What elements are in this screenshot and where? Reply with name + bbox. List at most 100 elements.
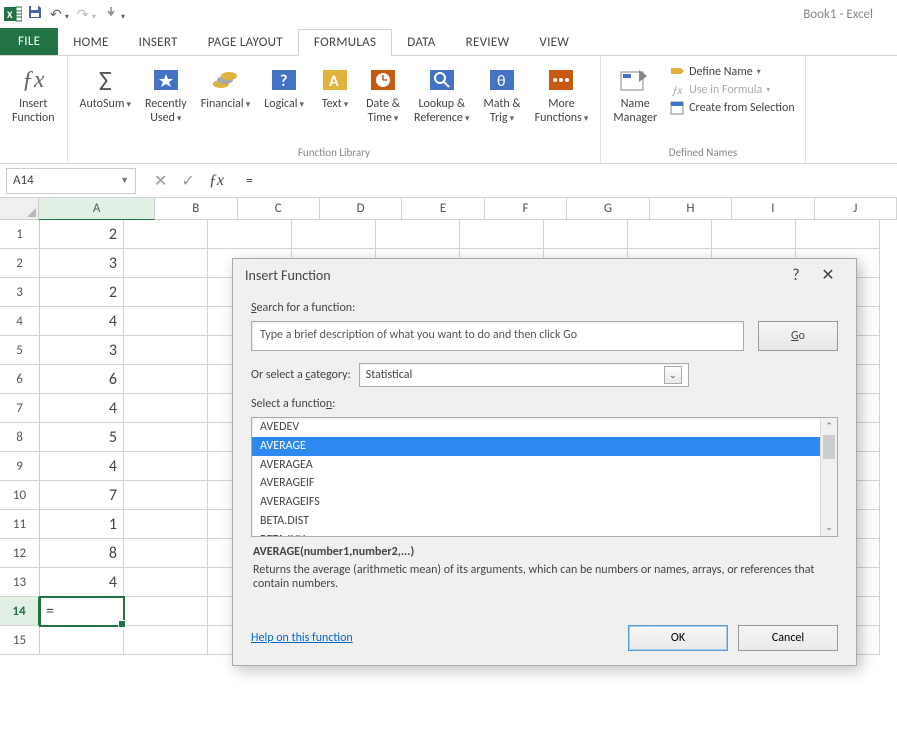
formula-input[interactable]: =: [238, 172, 897, 189]
cell[interactable]: [124, 510, 208, 539]
function-list-item[interactable]: AVERAGEIFS: [252, 493, 837, 512]
column-header[interactable]: F: [485, 198, 567, 220]
cell[interactable]: [124, 539, 208, 568]
cell[interactable]: [124, 423, 208, 452]
row-header[interactable]: 1: [0, 220, 40, 249]
function-list-item[interactable]: AVERAGE: [252, 437, 837, 456]
cell[interactable]: [712, 220, 796, 249]
function-list-item[interactable]: BETA.INV: [252, 531, 837, 537]
column-header[interactable]: J: [815, 198, 897, 220]
cell[interactable]: 4: [40, 307, 124, 336]
insert-function-button[interactable]: ƒx Insert Function: [6, 60, 61, 144]
row-header[interactable]: 8: [0, 423, 40, 452]
column-header[interactable]: D: [320, 198, 402, 220]
tab-file[interactable]: FILE: [0, 28, 58, 55]
row-header[interactable]: 6: [0, 365, 40, 394]
scroll-thumb[interactable]: [823, 435, 835, 459]
cell[interactable]: 5: [40, 423, 124, 452]
tab-review[interactable]: REVIEW: [451, 30, 525, 55]
scrollbar[interactable]: ⌃ ⌄: [820, 418, 837, 536]
row-header[interactable]: 5: [0, 336, 40, 365]
cell[interactable]: [124, 597, 208, 626]
row-header[interactable]: 10: [0, 481, 40, 510]
math-trig-button[interactable]: θ Math & Trig: [477, 60, 526, 144]
row-header[interactable]: 3: [0, 278, 40, 307]
function-list-item[interactable]: AVERAGEA: [252, 456, 837, 475]
row-header[interactable]: 9: [0, 452, 40, 481]
cell[interactable]: [124, 365, 208, 394]
column-header[interactable]: I: [732, 198, 814, 220]
help-link[interactable]: Help on this function: [251, 631, 353, 645]
cell[interactable]: [124, 394, 208, 423]
redo-icon[interactable]: ↷ ▾: [77, 6, 96, 23]
lookup-reference-button[interactable]: Lookup & Reference: [408, 60, 475, 144]
function-list-item[interactable]: AVERAGEIF: [252, 474, 837, 493]
column-header[interactable]: E: [402, 198, 484, 220]
search-input[interactable]: Type a brief description of what you wan…: [251, 321, 744, 351]
autosum-button[interactable]: Σ AutoSum: [74, 60, 137, 144]
chevron-down-icon[interactable]: ⌄: [664, 366, 682, 384]
define-name-button[interactable]: Define Name ▾: [669, 64, 795, 80]
cell[interactable]: =: [40, 597, 124, 626]
function-list-item[interactable]: BETA.DIST: [252, 512, 837, 531]
cell[interactable]: [124, 626, 208, 655]
cell[interactable]: 4: [40, 568, 124, 597]
help-icon[interactable]: ?: [780, 266, 812, 285]
recently-used-button[interactable]: Recently Used: [139, 60, 193, 144]
cell[interactable]: [292, 220, 376, 249]
column-header[interactable]: A: [39, 198, 155, 220]
cell[interactable]: [124, 452, 208, 481]
use-in-formula-button[interactable]: ƒx Use in Formula ▾: [669, 82, 795, 98]
create-from-selection-button[interactable]: Create from Selection: [669, 100, 795, 116]
cell[interactable]: [124, 220, 208, 249]
cell[interactable]: [628, 220, 712, 249]
undo-icon[interactable]: ↶ ▾: [50, 6, 69, 23]
cell[interactable]: 1: [40, 510, 124, 539]
fx-icon[interactable]: ƒx: [209, 172, 224, 190]
tab-insert[interactable]: INSERT: [124, 30, 193, 55]
cell[interactable]: [124, 568, 208, 597]
save-icon[interactable]: [28, 5, 42, 23]
row-header[interactable]: 4: [0, 307, 40, 336]
function-list-item[interactable]: AVEDEV: [252, 418, 837, 437]
row-header[interactable]: 12: [0, 539, 40, 568]
cell[interactable]: 4: [40, 452, 124, 481]
tab-data[interactable]: DATA: [392, 30, 450, 55]
date-time-button[interactable]: Date & Time: [360, 60, 406, 144]
row-header[interactable]: 15: [0, 626, 40, 655]
chevron-down-icon[interactable]: ▼: [120, 175, 129, 186]
select-all-corner[interactable]: [0, 198, 39, 220]
name-manager-button[interactable]: Name Manager: [607, 60, 663, 144]
name-box[interactable]: A14 ▼: [6, 168, 136, 194]
tab-page-layout[interactable]: PAGE LAYOUT: [193, 30, 298, 55]
cell[interactable]: 7: [40, 481, 124, 510]
text-button[interactable]: A Text: [312, 60, 358, 144]
go-button[interactable]: Go: [758, 321, 838, 351]
cell[interactable]: [376, 220, 460, 249]
cell[interactable]: [544, 220, 628, 249]
row-header[interactable]: 13: [0, 568, 40, 597]
tab-view[interactable]: VIEW: [524, 30, 584, 55]
row-header[interactable]: 2: [0, 249, 40, 278]
scroll-down-icon[interactable]: ⌄: [821, 519, 837, 536]
cell[interactable]: [124, 336, 208, 365]
column-header[interactable]: C: [238, 198, 320, 220]
cell[interactable]: [124, 278, 208, 307]
cell[interactable]: [124, 481, 208, 510]
row-header[interactable]: 14: [0, 597, 40, 626]
tab-home[interactable]: HOME: [58, 30, 123, 55]
cancel-formula-icon[interactable]: ✕: [154, 171, 167, 191]
row-header[interactable]: 11: [0, 510, 40, 539]
column-header[interactable]: B: [155, 198, 237, 220]
cell[interactable]: [796, 220, 880, 249]
enter-formula-icon[interactable]: ✓: [181, 171, 194, 191]
category-select[interactable]: Statistical ⌄: [359, 363, 689, 387]
cell[interactable]: [208, 220, 292, 249]
cell[interactable]: 4: [40, 394, 124, 423]
cell[interactable]: [460, 220, 544, 249]
more-functions-button[interactable]: More Functions: [529, 60, 595, 144]
cell[interactable]: [124, 249, 208, 278]
cell[interactable]: 2: [40, 220, 124, 249]
logical-button[interactable]: ? Logical: [258, 60, 310, 144]
tab-formulas[interactable]: FORMULAS: [298, 29, 392, 56]
